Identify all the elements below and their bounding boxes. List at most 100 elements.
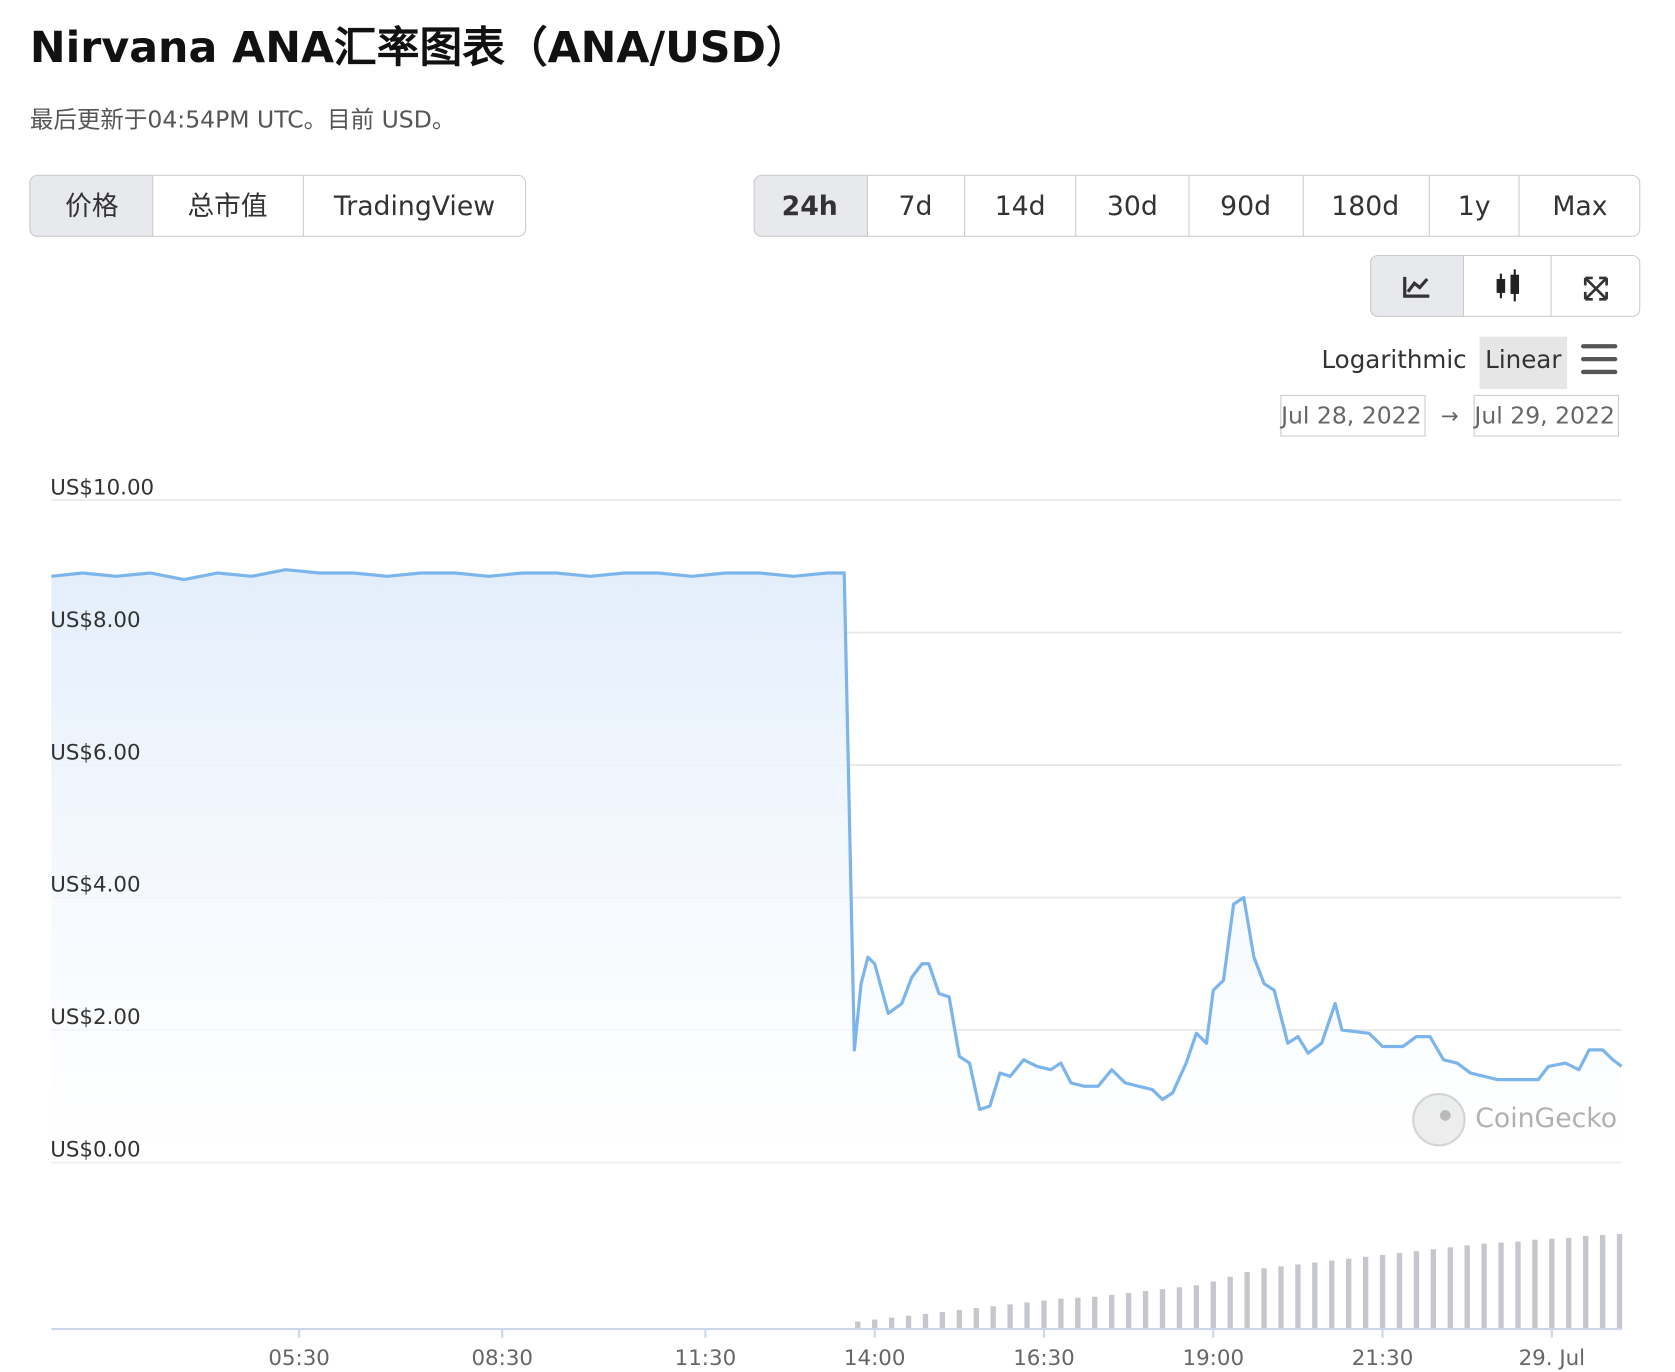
volume-bar: [1295, 1264, 1301, 1330]
date-arrow: →: [1441, 404, 1459, 429]
range-button[interactable]: 180d: [1331, 191, 1399, 222]
tab[interactable]: 价格: [65, 191, 119, 222]
volume-bar: [855, 1321, 861, 1330]
volume-bar: [1092, 1296, 1098, 1330]
scale-selected-bg: [1479, 336, 1568, 390]
volume-bar: [922, 1313, 929, 1330]
volume-bar: [1430, 1249, 1437, 1330]
price-line: [51, 568, 1623, 1112]
y-tick-label: US$10.00: [50, 475, 154, 500]
volume-bar: [1176, 1287, 1183, 1330]
volume-bar: [1142, 1291, 1149, 1330]
range-button[interactable]: 14d: [995, 191, 1046, 222]
volume-bar: [1278, 1266, 1284, 1330]
volume-bar: [888, 1317, 895, 1330]
x-tick-label: 19:00: [1182, 1346, 1244, 1371]
volume-bar: [1007, 1304, 1013, 1330]
area-fill: [51, 569, 1622, 1163]
y-tick-label: US$8.00: [50, 608, 140, 633]
date-input[interactable]: [1473, 394, 1619, 437]
volume-bar: [1616, 1234, 1623, 1330]
volume-bar: [1058, 1298, 1064, 1330]
menu-icon[interactable]: [1580, 344, 1618, 375]
volume-bar: [1227, 1276, 1233, 1330]
volume-bar: [1125, 1292, 1132, 1330]
fullscreen-icon[interactable]: [1583, 276, 1608, 301]
volume-bar: [1481, 1243, 1487, 1330]
tab[interactable]: 总市值: [188, 191, 268, 222]
range-selected-bg: [753, 174, 868, 237]
volume-bar: [1159, 1289, 1166, 1330]
range-frame: [753, 174, 1641, 237]
range-group: 24h 7d 14d 30d 90d 180d 1y Max: [753, 174, 1641, 237]
volume-bar: [1346, 1258, 1352, 1330]
volume-bar: [1599, 1234, 1606, 1330]
tab-group: 价格 总市值 TradingView: [29, 174, 527, 237]
volume-bar: [1566, 1237, 1572, 1330]
volume-bar: [1109, 1294, 1115, 1330]
line-chart-icon[interactable]: [1403, 276, 1430, 298]
range-button[interactable]: 1y: [1458, 191, 1491, 222]
tab-selected-bg: [29, 174, 154, 237]
x-tick-label: 16:30: [1013, 1346, 1075, 1371]
volume-bar: [1464, 1245, 1470, 1330]
x-tick-label: 29. Jul: [1519, 1346, 1586, 1371]
scale-option[interactable]: Logarithmic: [1321, 345, 1466, 374]
axes: US$0.00 US$2.00 US$4.00 US$6.00 US$8.00 US$10…: [50, 475, 1622, 1371]
tab[interactable]: TradingView: [333, 191, 495, 222]
date-to: Jul 29, 2022: [1472, 401, 1614, 429]
volume-bar: [1413, 1251, 1420, 1330]
plot: [51, 568, 1623, 1163]
range-button[interactable]: 30d: [1107, 191, 1158, 222]
x-tick-label: 21:30: [1352, 1346, 1414, 1371]
y-tick-label: US$0.00: [50, 1138, 140, 1163]
volume-bar: [1193, 1285, 1200, 1330]
volume-bar: [1549, 1238, 1555, 1330]
volume-bar: [939, 1311, 946, 1330]
subtitle: 最后更新于04:54PM UTC。目前 USD。: [30, 105, 455, 133]
watermark: CoinGecko: [1412, 1092, 1617, 1147]
page-title: Nirvana ANA汇率图表（ANA/USD）: [30, 23, 809, 73]
candlestick-icon[interactable]: [1496, 269, 1520, 302]
range-button[interactable]: 24h: [782, 191, 838, 222]
y-tick-label: US$2.00: [50, 1005, 140, 1030]
date-from: Jul 28, 2022: [1279, 401, 1421, 429]
volume-bar: [1379, 1254, 1386, 1330]
volume-bar: [905, 1315, 912, 1330]
volume: [855, 1234, 1623, 1330]
watermark-text: CoinGecko: [1475, 1103, 1617, 1134]
date-input[interactable]: [1280, 394, 1426, 437]
chart-type-group: [1370, 254, 1641, 317]
x-tick-label: 11:30: [675, 1346, 737, 1371]
range-button[interactable]: 7d: [899, 191, 933, 222]
x-tick-label: 08:30: [471, 1346, 533, 1371]
scale-option[interactable]: Linear: [1485, 345, 1562, 374]
volume-bar: [1024, 1302, 1030, 1330]
volume-bar: [1041, 1300, 1047, 1330]
volume-bar: [1498, 1242, 1504, 1330]
watermark-logo: [1412, 1092, 1466, 1147]
volume-bar: [1075, 1297, 1081, 1330]
volume-bar: [1396, 1253, 1403, 1330]
volume-bar: [956, 1310, 963, 1330]
volume-bar: [1329, 1260, 1335, 1330]
volume-bar: [1515, 1241, 1521, 1330]
volume-bar: [1210, 1281, 1216, 1330]
volume-bar: [872, 1319, 878, 1330]
volume-bar: [990, 1306, 996, 1330]
volume-bar: [973, 1308, 979, 1330]
volume-bar: [1447, 1247, 1453, 1330]
range-button[interactable]: Max: [1552, 191, 1607, 222]
x-tick-label: 05:30: [268, 1346, 330, 1371]
volume-bar: [1312, 1262, 1318, 1330]
volume-bar: [1261, 1268, 1267, 1330]
range-button[interactable]: 90d: [1220, 191, 1271, 222]
volume-bar: [1362, 1256, 1369, 1330]
x-tick-label: 14:00: [844, 1346, 906, 1371]
volume-bar: [1583, 1235, 1589, 1330]
y-tick-label: US$6.00: [50, 740, 140, 765]
watermark-eye: [1439, 1110, 1451, 1121]
volume-bar: [1532, 1239, 1538, 1330]
